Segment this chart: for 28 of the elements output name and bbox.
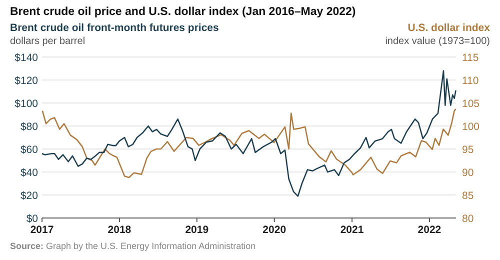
x-tick-label: 2021 xyxy=(340,224,364,236)
y-axis-title: Brent crude oil front-month futures prices dollars per barrel xyxy=(10,22,220,47)
chart-title: Brent crude oil price and U.S. dollar index (Jan 2016–May 2022) xyxy=(10,6,356,18)
y-tick-label: $0 xyxy=(26,213,38,225)
line-series xyxy=(42,108,456,178)
y2-tick-label: 80 xyxy=(462,213,474,225)
y-tick-label: $40 xyxy=(20,167,38,179)
line-series xyxy=(41,70,456,197)
x-tick-label: 2019 xyxy=(185,224,209,236)
x-tick-label: 2022 xyxy=(418,224,442,236)
y-tick-label: $100 xyxy=(14,98,38,110)
y2-tick-label: 95 xyxy=(462,144,474,156)
source-note: Source: Graph by the U.S. Energy Information Administration xyxy=(10,241,256,251)
y2-tick-label: 110 xyxy=(462,75,479,87)
y2-tick-label: 115 xyxy=(462,52,479,64)
x-tick-label: 2017 xyxy=(30,224,54,236)
y2-axis-title: U.S. dollar index index value (1973=100) xyxy=(385,22,490,47)
y-tick-label: $80 xyxy=(20,121,38,133)
x-tick-label: 2018 xyxy=(108,224,132,236)
y2-tick-label: 105 xyxy=(462,98,480,110)
y2-tick-label: 90 xyxy=(462,167,474,179)
y-tick-label: $60 xyxy=(20,144,38,156)
x-tick-label: 2020 xyxy=(262,224,286,236)
y-tick-label: $120 xyxy=(14,75,38,87)
y-tick-label: $20 xyxy=(20,190,38,202)
y2-tick-label: 85 xyxy=(462,190,474,202)
y2-tick-label: 100 xyxy=(462,121,480,133)
y-tick-label: $140 xyxy=(14,52,38,64)
